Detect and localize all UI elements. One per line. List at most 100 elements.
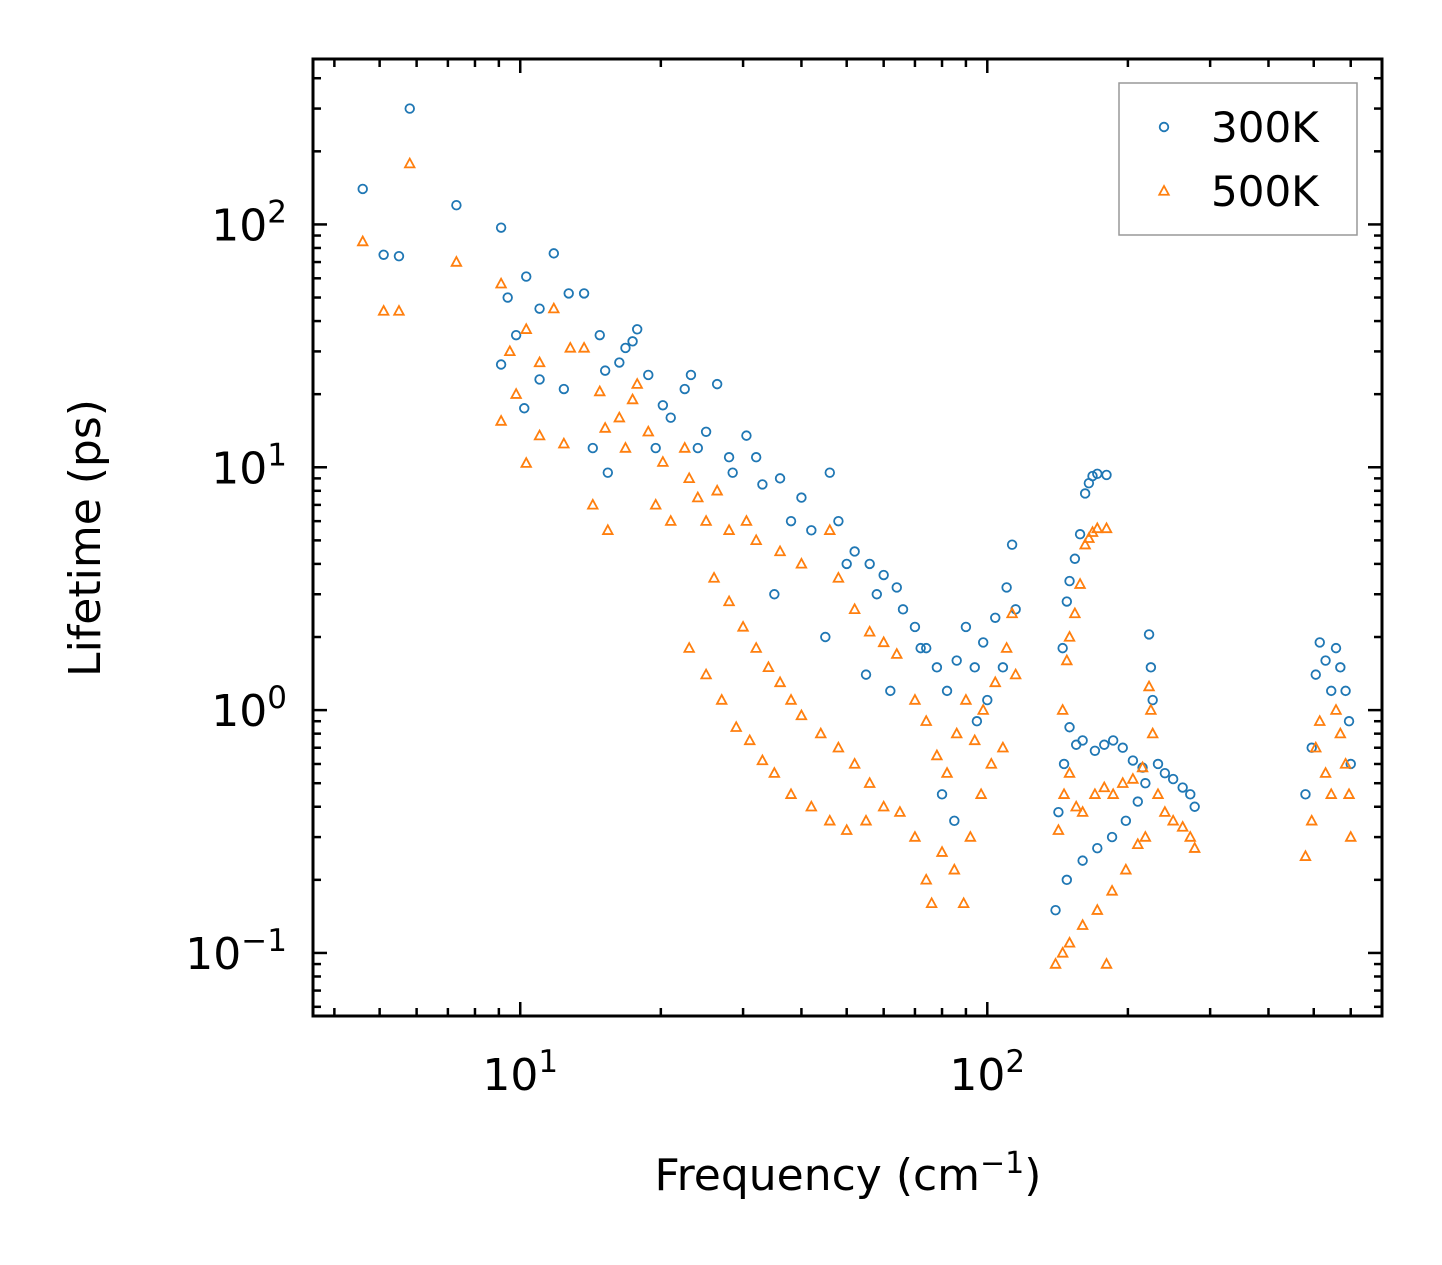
data-point bbox=[533, 428, 546, 441]
data-point bbox=[1006, 539, 1018, 550]
data-point bbox=[957, 896, 970, 909]
legend-marker-500k bbox=[1157, 184, 1171, 196]
data-point bbox=[769, 589, 780, 600]
data-point bbox=[990, 612, 1001, 623]
data-point bbox=[1097, 780, 1111, 793]
data-point bbox=[1061, 874, 1073, 886]
data-point bbox=[631, 324, 643, 335]
data-point bbox=[723, 452, 735, 463]
data-point bbox=[930, 748, 944, 761]
data-point bbox=[1324, 787, 1338, 799]
plot-frame bbox=[311, 57, 1384, 1018]
data-point bbox=[971, 716, 983, 727]
y-tick-label: 102 bbox=[211, 194, 287, 251]
data-point bbox=[1069, 799, 1083, 812]
data-point bbox=[824, 467, 835, 478]
data-point bbox=[1061, 596, 1073, 607]
data-point bbox=[711, 378, 723, 390]
data-point bbox=[678, 441, 691, 453]
data-point bbox=[756, 753, 769, 766]
data-point bbox=[919, 714, 933, 726]
data-point bbox=[823, 523, 837, 535]
data-point bbox=[890, 647, 904, 659]
data-point bbox=[1053, 806, 1064, 818]
data-point bbox=[1088, 787, 1102, 799]
data-point bbox=[1100, 521, 1113, 534]
data-point bbox=[1100, 957, 1113, 969]
data-point bbox=[1158, 805, 1172, 817]
legend: 300K 500K bbox=[1118, 82, 1358, 236]
data-point bbox=[715, 693, 728, 705]
data-point bbox=[586, 498, 600, 510]
data-point bbox=[1145, 662, 1157, 673]
data-point bbox=[1063, 630, 1076, 642]
data-point bbox=[1091, 521, 1104, 534]
series-500k bbox=[356, 156, 1357, 969]
data-point bbox=[1082, 531, 1096, 543]
data-point bbox=[1050, 904, 1061, 916]
data-point bbox=[859, 813, 873, 826]
data-point bbox=[1068, 606, 1082, 619]
data-point bbox=[1314, 637, 1325, 648]
data-point bbox=[691, 490, 705, 503]
data-point bbox=[908, 693, 922, 705]
data-point bbox=[950, 726, 963, 739]
data-point bbox=[599, 365, 611, 376]
data-point bbox=[1136, 760, 1149, 773]
data-point bbox=[1117, 742, 1128, 753]
data-point bbox=[795, 557, 808, 569]
data-point bbox=[985, 757, 998, 769]
data-point bbox=[503, 344, 517, 357]
data-point bbox=[1074, 529, 1086, 540]
data-point bbox=[860, 669, 872, 680]
data-point bbox=[1340, 685, 1351, 697]
data-point bbox=[558, 383, 570, 395]
data-point bbox=[848, 757, 861, 769]
data-point bbox=[587, 442, 598, 454]
data-point bbox=[627, 336, 638, 347]
data-point bbox=[749, 533, 763, 546]
data-point bbox=[1060, 653, 1074, 666]
data-point bbox=[601, 523, 615, 535]
data-point bbox=[564, 341, 577, 353]
data-point bbox=[863, 776, 876, 788]
data-point bbox=[510, 329, 522, 341]
data-point bbox=[1143, 629, 1155, 640]
data-point bbox=[921, 642, 932, 654]
data-point bbox=[664, 514, 677, 526]
data-point bbox=[593, 384, 607, 397]
data-point bbox=[891, 582, 902, 593]
data-point bbox=[495, 359, 507, 370]
data-point bbox=[650, 442, 661, 454]
data-point bbox=[1063, 936, 1076, 948]
data-point bbox=[774, 473, 786, 484]
data-point bbox=[451, 200, 462, 211]
data-point bbox=[1342, 787, 1356, 799]
data-point bbox=[692, 442, 704, 454]
data-point bbox=[935, 845, 949, 857]
data-point bbox=[925, 896, 938, 909]
data-point bbox=[1000, 641, 1013, 653]
data-point bbox=[1151, 787, 1165, 799]
data-point bbox=[1106, 787, 1120, 799]
data-point bbox=[1058, 758, 1070, 770]
data-point bbox=[1101, 469, 1112, 481]
data-point bbox=[820, 631, 831, 643]
data-point bbox=[784, 693, 798, 705]
data-point bbox=[849, 546, 860, 557]
data-point bbox=[1126, 772, 1140, 784]
data-point bbox=[729, 720, 743, 732]
data-point bbox=[1056, 946, 1069, 958]
data-point bbox=[1131, 837, 1145, 850]
data-point bbox=[940, 766, 954, 778]
data-point bbox=[1077, 855, 1088, 866]
data-point bbox=[642, 424, 655, 437]
data-point bbox=[377, 304, 390, 316]
data-point bbox=[1091, 903, 1104, 915]
data-point bbox=[1334, 726, 1347, 739]
data-point bbox=[1077, 735, 1088, 746]
data-point bbox=[997, 662, 1009, 673]
data-point bbox=[762, 660, 775, 672]
data-point bbox=[357, 183, 368, 195]
y-tick-label: 101 bbox=[211, 437, 287, 494]
